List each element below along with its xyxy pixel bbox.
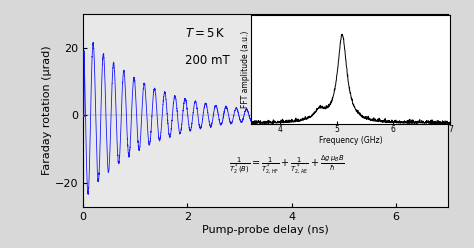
X-axis label: Pump-probe delay (ns): Pump-probe delay (ns) <box>202 225 329 235</box>
Y-axis label: FFT amplitude (a.u.): FFT amplitude (a.u.) <box>241 31 250 108</box>
Text: $T = 5\,\mathrm{K}$: $T = 5\,\mathrm{K}$ <box>185 27 226 40</box>
Y-axis label: Faraday rotation (μrad): Faraday rotation (μrad) <box>42 46 52 175</box>
Text: $\frac{1}{T_2^*(B)} = \frac{1}{T_{2,\mathrm{HF}}^*} + \frac{1}{T_{2,\mathrm{AE}}: $\frac{1}{T_2^*(B)} = \frac{1}{T_{2,\mat… <box>229 153 345 176</box>
X-axis label: Frequency (GHz): Frequency (GHz) <box>319 136 383 145</box>
Text: 200 mT: 200 mT <box>185 54 230 67</box>
